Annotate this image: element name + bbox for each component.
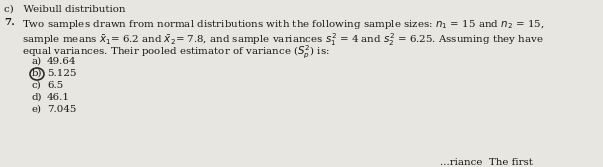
Text: 7.045: 7.045 — [47, 105, 77, 114]
Text: sample means $\bar{x}_1$= 6.2 and $\bar{x}_2$= 7.8, and sample variances $s_1^2$: sample means $\bar{x}_1$= 6.2 and $\bar{… — [22, 31, 544, 48]
Text: d): d) — [32, 93, 42, 102]
Text: 49.64: 49.64 — [47, 57, 77, 66]
Text: c): c) — [32, 81, 42, 90]
Text: 5.125: 5.125 — [47, 69, 77, 78]
Text: 6.5: 6.5 — [47, 81, 63, 90]
Text: c)   Weibull distribution: c) Weibull distribution — [4, 5, 125, 14]
Text: b): b) — [32, 69, 42, 78]
Text: e): e) — [32, 105, 42, 114]
Text: ...riance  The first: ...riance The first — [440, 158, 533, 167]
Text: a): a) — [32, 57, 42, 66]
Text: 46.1: 46.1 — [47, 93, 70, 102]
Text: equal variances. Their pooled estimator of variance ($S_p^2$) is:: equal variances. Their pooled estimator … — [22, 44, 330, 61]
Text: 7.: 7. — [4, 18, 15, 27]
Text: Two samples drawn from normal distributions with the following sample sizes: $n_: Two samples drawn from normal distributi… — [22, 18, 545, 31]
